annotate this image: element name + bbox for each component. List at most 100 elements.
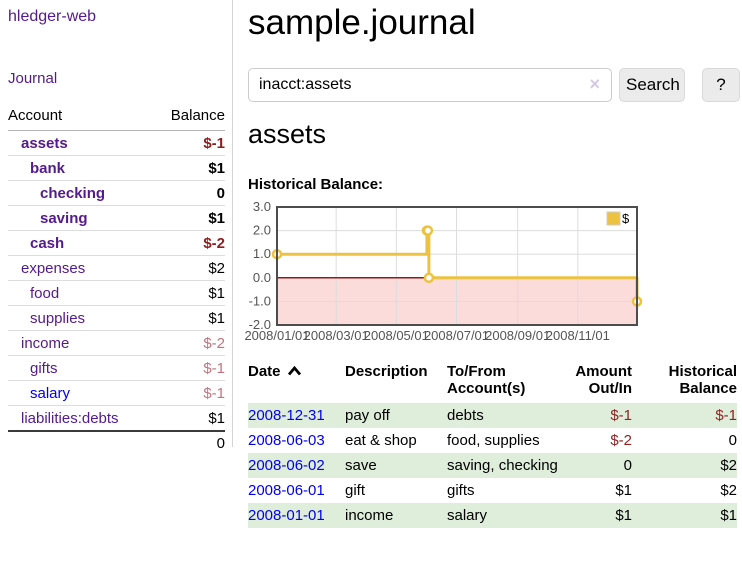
transaction-date-link[interactable]: 2008-06-03 xyxy=(248,432,325,449)
tx-balance: $1 xyxy=(720,507,737,524)
account-balance: $-2 xyxy=(153,230,225,256)
tx-date-cell: 2008-12-31 xyxy=(248,403,345,428)
tx-description: save xyxy=(345,457,377,474)
clear-search-icon[interactable]: × xyxy=(589,74,600,94)
chart-heading: Historical Balance: xyxy=(248,176,384,193)
tx-amount: $-2 xyxy=(610,432,632,449)
x-tick-label: 2008/05/01 xyxy=(364,328,429,343)
account-link-food[interactable]: food xyxy=(30,285,60,302)
accounts-header-row: Account Balance xyxy=(8,102,225,131)
tx-date-cell: 2008-06-02 xyxy=(248,453,345,478)
accounts-total-row: 0 xyxy=(8,430,225,455)
accounts-header-balance: Balance xyxy=(153,102,225,131)
search-box: × xyxy=(248,68,612,102)
x-tick-label: 2008/09/01 xyxy=(485,328,550,343)
account-balance: $-1 xyxy=(203,135,225,152)
tx-description: pay off xyxy=(345,407,390,424)
account-balance: $1 xyxy=(153,305,225,331)
account-balance: $2 xyxy=(153,255,225,281)
page-title: sample.journal xyxy=(248,3,476,42)
y-tick-label: -1.0 xyxy=(249,293,271,308)
data-point xyxy=(422,225,434,236)
app-brand-link[interactable]: hledger-web xyxy=(8,8,97,25)
account-balance: $1 xyxy=(153,280,225,306)
tx-accounts: salary xyxy=(447,507,488,524)
tx-header-balance: Historical Balance xyxy=(668,363,737,397)
tx-balance: $-1 xyxy=(715,407,737,424)
accounts-table: Account Balance assets $-1 bank $1 checking 0… xyxy=(8,102,225,455)
transaction-date-link[interactable]: 2008-01-01 xyxy=(248,507,325,524)
tx-description: eat & shop xyxy=(345,432,417,449)
account-link-liabilities-debts[interactable]: liabilities:debts xyxy=(21,410,119,427)
search-form: × Search ? xyxy=(248,68,740,104)
account-link-checking[interactable]: checking xyxy=(40,185,106,202)
tx-description: income xyxy=(345,507,394,524)
legend-label: $ xyxy=(622,211,630,226)
tx-amount: $-1 xyxy=(610,407,632,424)
account-balance: $1 xyxy=(153,205,225,231)
search-input[interactable] xyxy=(248,68,612,102)
account-row: checking 0 xyxy=(8,180,225,206)
account-link-salary[interactable]: salary xyxy=(30,385,71,402)
tx-date-cell: 2008-01-01 xyxy=(248,503,345,528)
legend-swatch xyxy=(606,211,621,226)
sidebar-item-journal[interactable]: Journal xyxy=(8,70,58,87)
account-row: saving $1 xyxy=(8,205,225,231)
accounts-total-value: 0 xyxy=(153,430,225,455)
x-tick-label: 2008/11/01 xyxy=(546,328,610,343)
tx-balance: $2 xyxy=(720,457,737,474)
transaction-row[interactable]: 2008-06-01 gift gifts $1 $2 xyxy=(248,478,737,503)
account-balance: $1 xyxy=(153,155,225,181)
transactions-table: Date Description To/From Account(s) Amou… xyxy=(248,362,737,528)
transaction-row[interactable]: 2008-06-02 save saving, checking 0 $2 xyxy=(248,453,737,478)
tx-accounts: gifts xyxy=(447,482,475,499)
x-tick-label: 2008/03/01 xyxy=(304,328,369,343)
tx-amount: 0 xyxy=(623,457,632,474)
account-link-bank[interactable]: bank xyxy=(30,160,66,177)
account-row: income $-2 xyxy=(8,330,225,356)
x-tick-label: 2008/01/01 xyxy=(244,328,309,343)
main-content: sample.journal × Search ? assets Histori… xyxy=(244,0,742,582)
sort-ascending-icon xyxy=(287,365,301,376)
transaction-row[interactable]: 2008-12-31 pay off debts $-1 $-1 xyxy=(248,403,737,428)
account-balance: $-2 xyxy=(153,330,225,356)
account-balance: $-1 xyxy=(153,355,225,381)
tx-accounts: saving, checking xyxy=(447,457,558,474)
tx-header-accounts: To/From Account(s) xyxy=(447,363,526,397)
account-row: bank $1 xyxy=(8,155,225,181)
account-link-supplies[interactable]: supplies xyxy=(30,310,86,327)
transaction-date-link[interactable]: 2008-06-02 xyxy=(248,457,325,474)
tx-amount: $1 xyxy=(615,482,632,499)
transaction-row[interactable]: 2008-06-03 eat & shop food, supplies $-2 0 xyxy=(248,428,737,453)
account-page-title: assets xyxy=(248,119,327,149)
transaction-date-link[interactable]: 2008-06-01 xyxy=(248,482,325,499)
tx-date-cell: 2008-06-01 xyxy=(248,478,345,503)
tx-header-date[interactable]: Date xyxy=(248,362,345,403)
account-link-income[interactable]: income xyxy=(21,335,70,352)
account-link-cash[interactable]: cash xyxy=(30,235,65,252)
y-tick-label: 2.0 xyxy=(253,223,271,238)
search-button[interactable]: Search xyxy=(619,68,685,102)
transaction-row[interactable]: 2008-01-01 income salary $1 $1 xyxy=(248,503,737,528)
balance-chart[interactable]: $3.0 2.0 1.0 0.0 -1.0 -2.02008/01/012008/03/0… xyxy=(240,198,742,350)
account-row: salary $-1 xyxy=(8,380,225,406)
account-row: gifts $-1 xyxy=(8,355,225,381)
account-link-saving[interactable]: saving xyxy=(40,210,88,227)
account-link-assets[interactable]: assets xyxy=(21,135,68,152)
transactions-table-body: 2008-12-31 pay off debts $-1 $-1 2008-06-03 ea… xyxy=(248,403,737,528)
account-row: expenses $2 xyxy=(8,255,225,281)
accounts-header-account: Account xyxy=(8,102,154,131)
sidebar: hledger-web Journal Account Balance asse… xyxy=(0,0,233,455)
tx-header-date-label: Date xyxy=(248,363,281,380)
y-tick-label: 0.0 xyxy=(253,270,271,285)
data-point xyxy=(423,272,435,284)
transaction-date-link[interactable]: 2008-12-31 xyxy=(248,407,325,424)
account-row: supplies $1 xyxy=(8,305,225,331)
help-button[interactable]: ? xyxy=(702,68,740,102)
account-balance: $1 xyxy=(153,405,225,431)
account-link-gifts[interactable]: gifts xyxy=(30,360,58,377)
tx-balance: 0 xyxy=(728,432,737,449)
account-link-expenses[interactable]: expenses xyxy=(21,260,86,277)
tx-date-cell: 2008-06-03 xyxy=(248,428,345,453)
transactions-header-row: Date Description To/From Account(s) Amou… xyxy=(248,362,737,403)
